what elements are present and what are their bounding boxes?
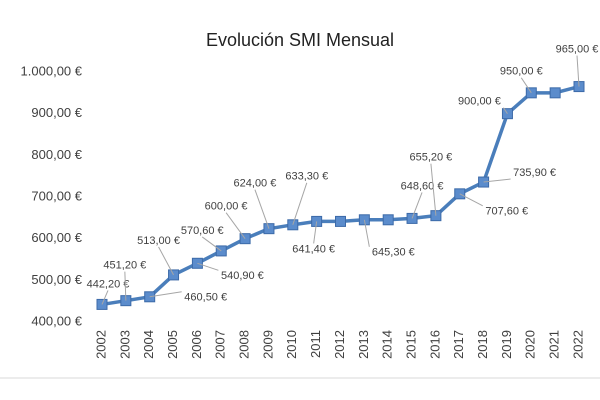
value-label: 900,00 €	[458, 96, 501, 108]
leader-line	[201, 236, 222, 252]
value-label: 950,00 €	[500, 66, 543, 78]
leader-line	[520, 77, 532, 94]
leader-line	[363, 219, 370, 247]
x-tick-label: 2009	[260, 330, 275, 359]
marker	[549, 87, 561, 99]
value-label: 655,20 €	[409, 152, 452, 164]
x-tick-label: 2012	[332, 330, 347, 359]
y-tick-label: 700,00 €	[31, 188, 82, 203]
value-label: 600,00 €	[205, 201, 248, 213]
value-label: 645,30 €	[372, 247, 415, 259]
value-label: 624,00 €	[234, 178, 277, 190]
x-tick-label: 2018	[475, 330, 490, 359]
leader-line	[483, 178, 511, 183]
x-tick-label: 2014	[380, 330, 395, 359]
x-tick-label: 2005	[165, 330, 180, 359]
value-label: 633,30 €	[285, 171, 328, 183]
x-tick-label: 2013	[356, 330, 371, 359]
leader-line	[292, 182, 308, 225]
x-tick-label: 2003	[117, 330, 132, 359]
value-label: 540,90 €	[221, 270, 264, 282]
chart-title: Evolución SMI Mensual	[206, 30, 394, 50]
x-tick-label: 2019	[499, 330, 514, 359]
x-tick-label: 2017	[451, 330, 466, 359]
x-tick-label: 2016	[427, 330, 442, 359]
y-tick-label: 400,00 €	[31, 313, 82, 328]
leader-line	[576, 55, 580, 87]
leader-line	[254, 189, 270, 229]
leader-line	[197, 262, 219, 271]
x-tick-label: 2022	[570, 330, 585, 359]
leader-line	[411, 192, 423, 219]
value-label: 570,60 €	[181, 225, 224, 237]
x-tick-label: 2011	[308, 330, 323, 358]
y-tick-label: 800,00 €	[31, 147, 82, 162]
leader-line	[459, 193, 483, 207]
marker	[382, 214, 394, 226]
x-tick-label: 2002	[93, 330, 108, 359]
x-tick-label: 2015	[403, 330, 418, 359]
x-tick-label: 2007	[213, 330, 228, 359]
value-label: 648,60 €	[401, 180, 444, 192]
y-tick-label: 600,00 €	[31, 230, 82, 245]
value-label: 460,50 €	[184, 292, 227, 304]
leader-line	[430, 163, 437, 216]
y-tick-label: 500,00 €	[31, 272, 82, 287]
x-tick-label: 2006	[189, 330, 204, 359]
value-label: 965,00 €	[556, 43, 599, 55]
leader-line	[503, 107, 508, 114]
x-tick-label: 2004	[141, 330, 156, 359]
marker	[335, 215, 346, 227]
leader-line	[225, 212, 246, 239]
x-tick-label: 2008	[237, 330, 252, 359]
value-label: 451,20 €	[103, 260, 146, 272]
value-label: 735,90 €	[513, 167, 556, 179]
value-label: 442,20 €	[87, 278, 130, 290]
value-label: 707,60 €	[485, 206, 528, 218]
value-label: 513,00 €	[137, 235, 180, 247]
x-tick-label: 2021	[547, 330, 562, 359]
x-tick-label: 2020	[523, 330, 538, 359]
y-tick-label: 900,00 €	[31, 105, 82, 120]
leader-line	[158, 246, 174, 276]
leader-line	[124, 271, 127, 301]
leader-line	[101, 290, 109, 305]
leader-line	[313, 221, 318, 244]
value-label: 641,40 €	[292, 243, 335, 255]
leader-line	[149, 291, 182, 298]
y-tick-label: 1.000,00 €	[21, 63, 83, 78]
x-tick-label: 2010	[284, 330, 299, 359]
